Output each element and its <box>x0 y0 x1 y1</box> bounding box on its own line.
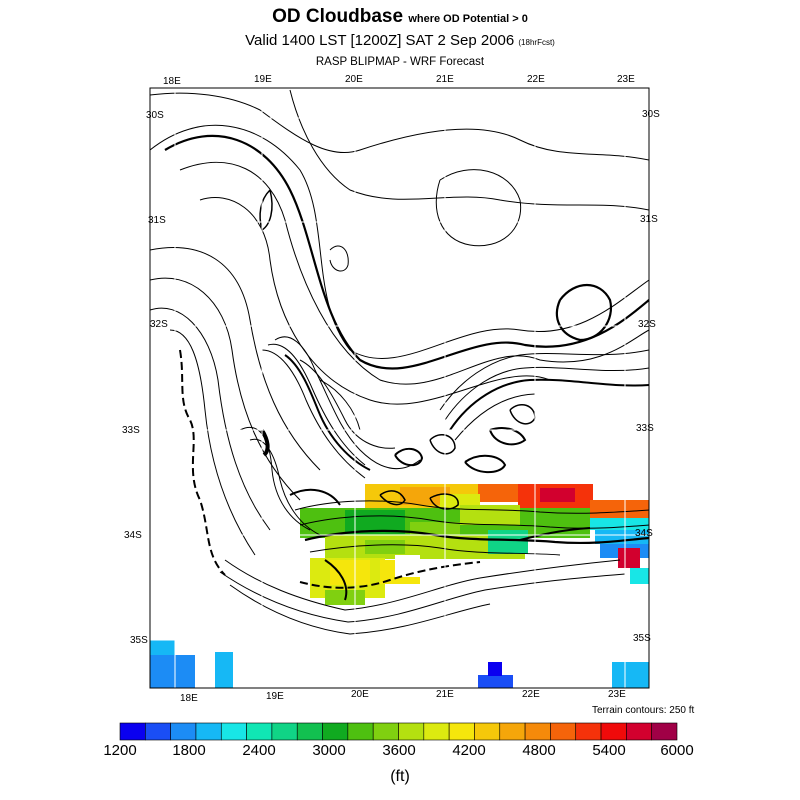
colorbar-tick-4800: 4800 <box>522 742 556 759</box>
terrain-contour-note: Terrain contours: 250 ft <box>592 705 695 716</box>
color-fill-layer <box>150 484 649 688</box>
grid-label-right-33s: 33S <box>636 423 654 434</box>
grid-label-bottom-21e: 21E <box>436 689 454 700</box>
colorbar-tick-1200: 1200 <box>103 742 137 759</box>
grid-label-top-21e: 21E <box>436 74 454 85</box>
grid-label-top-18e: 18E <box>163 76 181 87</box>
valid-time-line: Valid 1400 LST [1200Z] SAT 2 Sep 2006 (1… <box>0 32 800 49</box>
grid-label-bottom-18e: 18E <box>180 693 198 704</box>
forecast-tag: (18hrFcst) <box>518 38 555 47</box>
grid-label-left-30s: 30S <box>146 110 164 121</box>
colorbar-tick-3600: 3600 <box>382 742 416 759</box>
colorbar-tick-6000: 6000 <box>660 742 694 759</box>
grid-label-bottom-19e: 19E <box>266 691 284 702</box>
grid-label-top-19e: 19E <box>254 74 272 85</box>
colorbar-tick-3000: 3000 <box>312 742 346 759</box>
grid-label-right-35s: 35S <box>633 633 651 644</box>
colorbar-tick-2400: 2400 <box>242 742 276 759</box>
title-subtext: where OD Potential > 0 <box>408 13 528 25</box>
grid-label-top-23e: 23E <box>617 74 635 85</box>
colorbar-tick-4200: 4200 <box>452 742 486 759</box>
grid-label-left-31s: 31S <box>148 215 166 226</box>
grid-label-bottom-22e: 22E <box>522 689 540 700</box>
grid-label-bottom-20e: 20E <box>351 689 369 700</box>
grid-label-top-20e: 20E <box>345 74 363 85</box>
colorbar-tick-1800: 1800 <box>172 742 206 759</box>
grid-label-left-34s: 34S <box>124 530 142 541</box>
source-line: RASP BLIPMAP - WRF Forecast <box>315 56 485 68</box>
grid-label-right-32s: 32S <box>638 319 656 330</box>
grid-label-left-35s: 35S <box>130 635 148 646</box>
map-title: OD Cloudbase where OD Potential > 0 <box>0 6 800 28</box>
terrain-contours <box>150 89 649 635</box>
colorbar-tick-5400: 5400 <box>592 742 626 759</box>
grid-label-bottom-23e: 23E <box>608 689 626 700</box>
grid-label-left-33s: 33S <box>122 425 140 436</box>
grid-label-right-30s: 30S <box>642 109 660 120</box>
lat-lon-grid <box>150 88 649 688</box>
map-frame <box>149 87 650 689</box>
grid-label-right-34s: 34S <box>635 528 653 539</box>
colorbar-units: (ft) <box>390 768 410 785</box>
grid-label-left-32s: 32S <box>150 319 168 330</box>
valid-time-text: Valid 1400 LST [1200Z] SAT 2 Sep 2006 <box>245 32 515 49</box>
grid-label-right-31s: 31S <box>640 214 658 225</box>
title-text: OD Cloudbase <box>272 6 404 27</box>
grid-label-top-22e: 22E <box>527 74 545 85</box>
